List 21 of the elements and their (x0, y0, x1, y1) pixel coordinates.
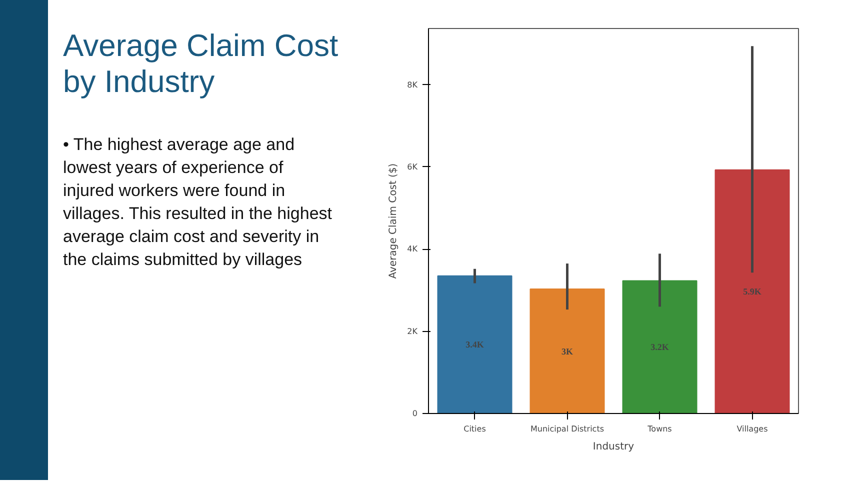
data-label: 3.2K (650, 342, 669, 352)
y-tick-label: 0 (412, 409, 418, 418)
x-tick-label: Villages (736, 424, 768, 434)
x-axis-title: Industry (592, 442, 634, 452)
y-tick-label: 6K (407, 162, 418, 172)
y-axis-title: Average Claim Cost ($) (388, 163, 400, 279)
data-label: 5.9K (743, 286, 762, 297)
bar (530, 288, 605, 414)
text: Average Claim Cost by Industry (63, 28, 340, 100)
bar (622, 280, 698, 414)
x-tick-label: Municipal Districts (530, 424, 604, 434)
y-tick-label: 2K (407, 326, 418, 336)
bar (714, 169, 790, 414)
y-tick-label: 4K (407, 244, 418, 254)
text: • The highest average age and lowest years of experience of injured workers were found in villages. This resulted in the highest average claim cost and severity in the claims submitted by villages (63, 134, 333, 271)
x-tick-label: Towns (646, 424, 672, 434)
bar (437, 275, 512, 414)
x-tick-label: Cities (464, 424, 486, 434)
data-label: 3K (562, 346, 574, 356)
data-label: 3.4K (466, 340, 484, 350)
y-tick-label: 8K (407, 80, 418, 90)
